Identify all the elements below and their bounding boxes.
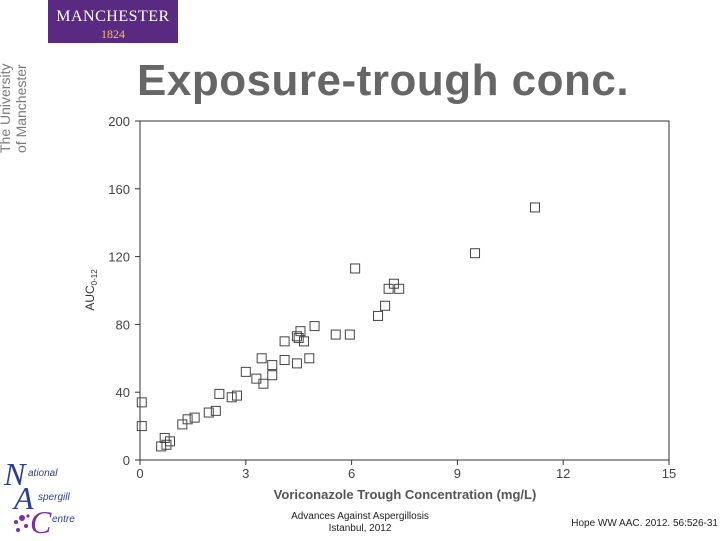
y-tick-label: 40	[116, 385, 130, 400]
data-point	[231, 390, 242, 401]
y-axis-label: AUC0-12	[83, 269, 99, 311]
data-point	[380, 300, 391, 311]
x-tick-label: 0	[136, 466, 143, 481]
data-point	[293, 332, 304, 343]
x-tick-label: 9	[454, 466, 461, 481]
x-tick-label: 3	[242, 466, 249, 481]
y-axis-label-sub: 0-12	[90, 269, 99, 286]
data-point	[226, 392, 237, 403]
nac-letter-a: A	[14, 480, 34, 516]
data-point	[210, 405, 221, 416]
university-logo[interactable]: MANCHESTER 1824	[48, 0, 178, 43]
x-tick-label: 6	[348, 466, 355, 481]
data-point	[156, 441, 167, 452]
y-tick-label: 200	[108, 114, 130, 129]
x-tick-label: 15	[662, 466, 676, 481]
data-point	[279, 354, 290, 365]
data-point	[267, 370, 278, 381]
data-point	[330, 329, 341, 340]
data-point	[373, 310, 384, 321]
footer-line-1: Advances Against Aspergillosis	[291, 511, 429, 522]
x-axis-label: Voriconazole Trough Concentration (mg/L)	[274, 487, 537, 502]
data-point	[470, 248, 481, 259]
data-point	[161, 439, 172, 450]
data-point	[291, 331, 302, 342]
data-point	[291, 358, 302, 369]
data-point	[136, 421, 147, 432]
nac-word-a: spergill	[38, 492, 70, 503]
data-point	[350, 263, 361, 274]
data-point	[267, 360, 278, 371]
data-point	[344, 329, 355, 340]
data-point	[240, 366, 251, 377]
footer-citation: Hope WW AAC. 2012. 56:526-31	[571, 518, 718, 529]
data-point	[189, 412, 200, 423]
nac-word-n: ational	[28, 468, 58, 479]
data-point	[159, 432, 170, 443]
data-point	[383, 283, 394, 294]
data-point	[295, 326, 306, 337]
y-tick-label: 80	[116, 317, 130, 332]
x-tick-label: 12	[556, 466, 570, 481]
data-point	[251, 373, 262, 384]
page-title: Exposure-trough conc.	[137, 56, 630, 105]
data-point	[214, 388, 225, 399]
y-tick-label: 0	[123, 453, 130, 468]
footer-line-2: Istanbul, 2012	[328, 523, 392, 534]
data-point	[298, 336, 309, 347]
data-point	[177, 419, 188, 430]
y-axis-label-main: AUC	[83, 285, 97, 311]
plot-frame	[139, 120, 670, 461]
logo-year: 1824	[101, 27, 125, 41]
data-point	[136, 397, 147, 408]
data-point	[388, 278, 399, 289]
data-point	[304, 353, 315, 364]
chart-layer: 0 40 80 120 160 200 0 3 6 9 12 15	[108, 114, 676, 481]
y-tick-label: 120	[108, 250, 130, 265]
logo-name: MANCHESTER	[56, 8, 170, 25]
footer-conference: Advances Against Aspergillosis Istanbul,…	[270, 511, 450, 535]
y-tick-label: 160	[108, 182, 130, 197]
data-point	[182, 414, 193, 425]
nac-logo: N ational A spergill C entre	[2, 456, 86, 540]
data-point	[256, 353, 267, 364]
nac-letter-c: C	[30, 504, 52, 540]
data-point	[164, 436, 175, 447]
data-point	[394, 283, 405, 294]
data-point	[258, 378, 269, 389]
nac-word-c: entre	[52, 514, 75, 525]
data-point	[309, 321, 320, 332]
nac-letter-n: N	[4, 456, 26, 492]
nac-spore-icon	[14, 514, 30, 532]
data-point	[279, 336, 290, 347]
data-point	[203, 407, 214, 418]
data-point	[529, 202, 540, 213]
